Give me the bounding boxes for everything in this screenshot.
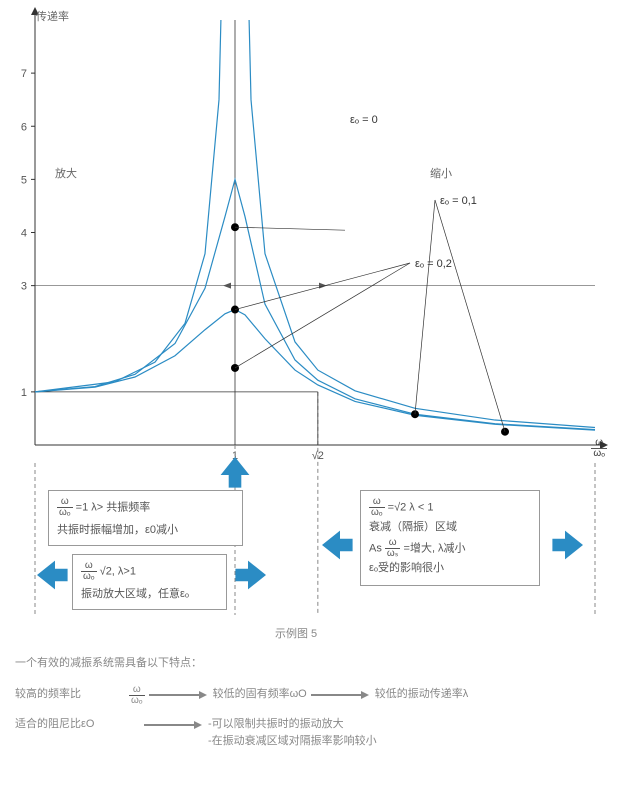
curve-label-eps0: εₒ = 0	[350, 114, 378, 126]
y-axis-title: 传递率	[36, 8, 69, 24]
svg-text:6: 6	[21, 121, 27, 133]
freq-ratio-frac: ωωₒ	[81, 561, 97, 582]
region-reduce-label: 缩小	[430, 165, 452, 181]
resonance-box: ωωₒ =1 λ> 共振频率 共振时振幅增加，ε0减小	[48, 490, 243, 546]
arrow-icon	[311, 690, 371, 700]
svg-text:7: 7	[21, 68, 27, 80]
freq-ratio-frac2: ωωₛ	[385, 538, 401, 559]
region-amplify-label: 放大	[55, 165, 77, 181]
arrow-icon	[149, 690, 209, 700]
explain-heading: 一个有效的减振系统需具备以下特点：	[15, 655, 605, 673]
curve-label-eps01: εₒ = 0,1	[440, 195, 477, 207]
figure-caption: 示例图 5	[275, 625, 317, 641]
curve-label-eps02: εₒ = 0,2	[415, 258, 452, 270]
svg-text:1: 1	[21, 387, 27, 399]
freq-ratio-frac: ωωₒ	[57, 497, 73, 518]
freq-ratio-frac: ωωₒ	[369, 497, 385, 518]
svg-text:5: 5	[21, 174, 27, 186]
svg-text:3: 3	[21, 281, 27, 293]
damping-box: ωωₒ =√2 λ < 1 衰减（隔振）区域 As ωωₛ =增大, λ减小 ε…	[360, 490, 540, 586]
amplify-box: ωωₒ √2, λ>1 振动放大区域，任意εₒ	[72, 554, 227, 610]
x-axis-label: ωωₒ	[591, 438, 607, 459]
explanation-block: 一个有效的减振系统需具备以下特点： 较高的频率比 ωωₒ 较低的固有频率ωO 较…	[15, 655, 605, 751]
arrow-icon	[144, 720, 204, 730]
freq-ratio-frac: ωωₒ	[129, 685, 145, 706]
figure-container: 1345671√2 传递率 放大 缩小 εₒ = 0 εₒ = 0,1 εₒ =…	[0, 0, 617, 807]
svg-text:4: 4	[21, 228, 27, 240]
